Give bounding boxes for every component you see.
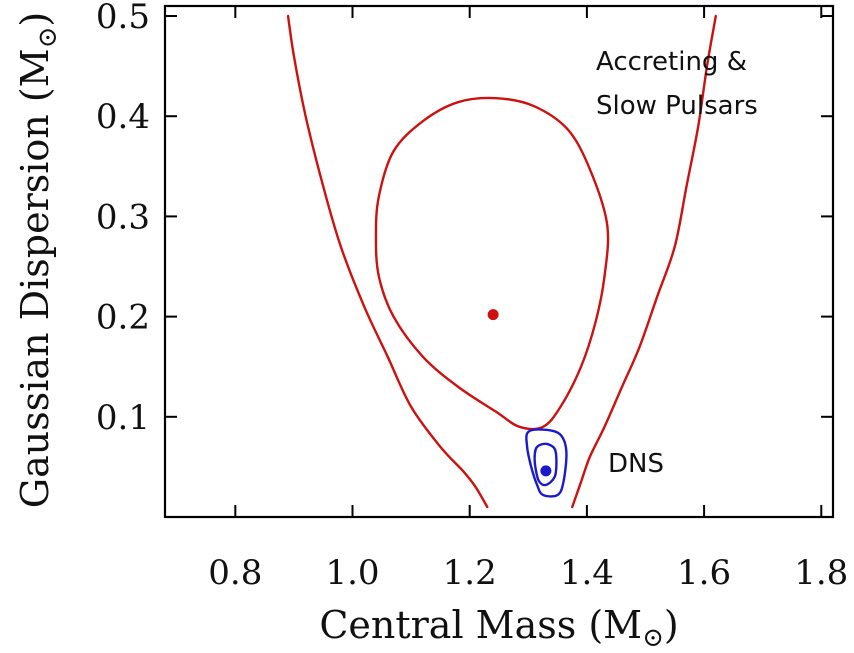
- y-axis-title: Gaussian Dispersion (M⊙): [13, 12, 63, 508]
- tick-labels: 0.8 1.0 1.2 1.4 1.6 1.8 0.1 0.2 0.3 0.4 0.5: [96, 0, 848, 593]
- y-tick-label: 0.4: [96, 97, 150, 137]
- plot-frame: [163, 4, 835, 519]
- contour-line-2: [571, 14, 718, 509]
- axis-ticks: [165, 6, 833, 517]
- y-tick-label: 0.3: [96, 197, 150, 237]
- best-fit-point-2: [540, 465, 552, 477]
- x-tick-label: 1.8: [794, 553, 848, 593]
- y-tick-label: 0.1: [96, 398, 150, 438]
- x-tick-label: 1.6: [677, 553, 731, 593]
- contour-line-5: [533, 442, 558, 487]
- x-axis-title: Central Mass (M⊙): [319, 603, 678, 653]
- x-tick-label: 0.8: [208, 553, 262, 593]
- annotation-accreting-line2: Slow Pulsars: [596, 91, 758, 121]
- y-axis-title-close: ): [13, 12, 57, 27]
- best-fit-point-1: [487, 309, 499, 321]
- y-tick-label: 0.5: [96, 0, 150, 37]
- contour-curves: [286, 14, 718, 509]
- y-axis-title-text: Gaussian Dispersion (M: [13, 48, 57, 508]
- contour-line-3: [374, 96, 610, 431]
- y-axis-unit-symbol: ⊙: [33, 27, 63, 49]
- best-fit-markers: [487, 309, 552, 477]
- x-tick-label: 1.4: [560, 553, 614, 593]
- x-tick-label: 1.2: [443, 553, 497, 593]
- x-axis-title-text: Central Mass (M: [319, 603, 642, 647]
- annotation-accreting-line1: Accreting &: [596, 47, 747, 77]
- x-axis-unit-symbol: ⊙: [642, 623, 664, 653]
- x-axis-title-close: ): [664, 603, 679, 647]
- contour-line-1: [286, 14, 489, 509]
- annotation-dns: DNS: [608, 449, 664, 479]
- x-tick-label: 1.0: [325, 553, 379, 593]
- contour-line-4: [525, 428, 568, 498]
- y-tick-label: 0.2: [96, 298, 150, 338]
